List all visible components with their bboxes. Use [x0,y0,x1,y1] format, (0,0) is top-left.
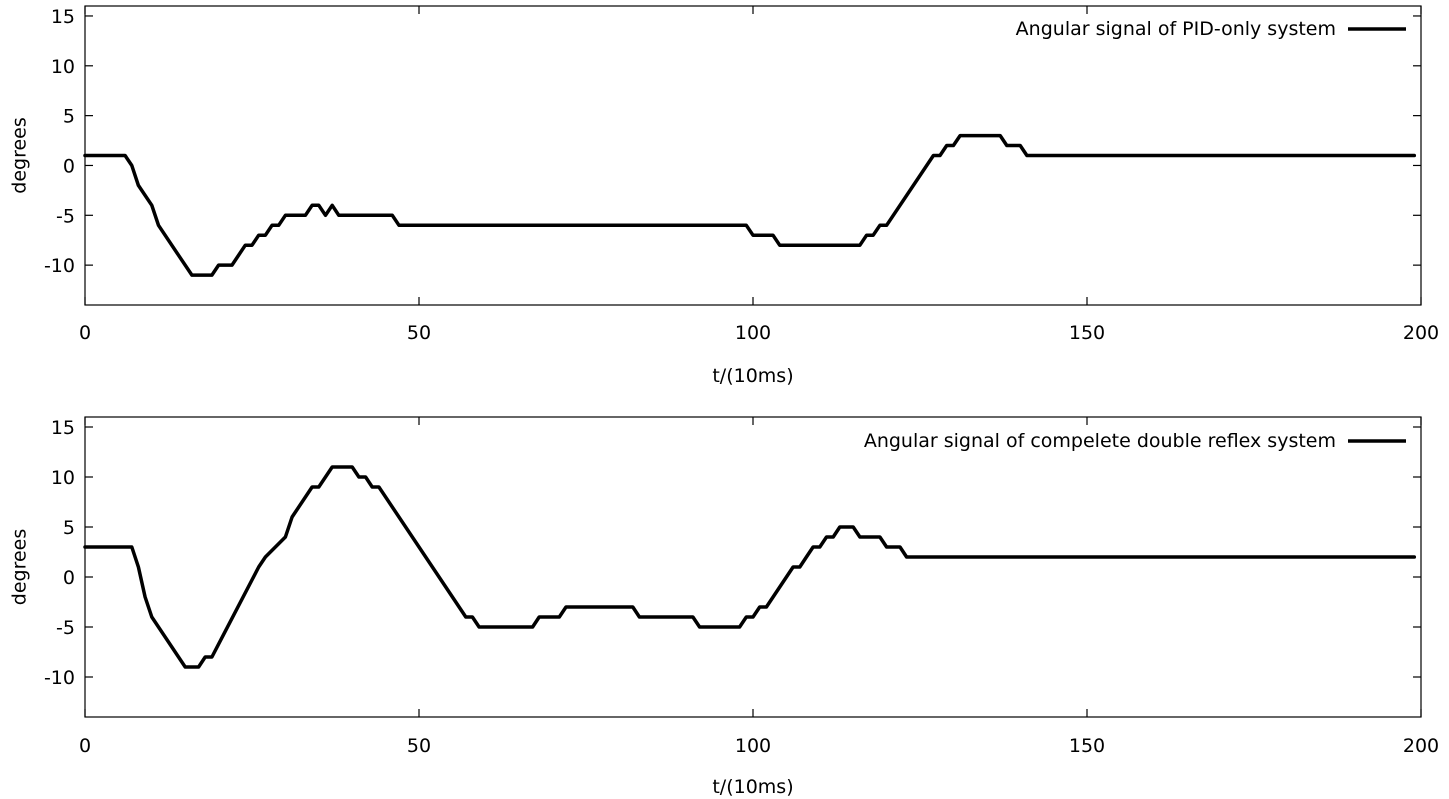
series-line-1 [83,465,1417,669]
x-tick-label: 0 [79,322,91,344]
series-line-1 [83,133,1417,277]
x-tick-label: 200 [1403,322,1439,344]
plot-frame [84,416,1422,718]
legend-label: Angular signal of PID-only system [1016,18,1336,40]
x-tick-label: 100 [735,322,771,344]
y-tick-label: -10 [44,667,75,689]
x-tick-label: 100 [735,735,771,757]
y-tick-label: -5 [56,205,75,227]
y-tick-label: -5 [56,617,75,639]
y-axis-label: degrees [9,117,31,193]
y-tick-label: 5 [63,517,75,539]
x-tick-label: 0 [79,735,91,757]
y-axis-label: degrees [9,529,31,605]
y-tick-label: 15 [51,6,75,28]
x-tick-label: 150 [1069,322,1105,344]
x-tick-label: 200 [1403,735,1439,757]
legend-label: Angular signal of compelete double refle… [864,430,1336,452]
y-tick-label: 10 [51,467,75,489]
y-tick-label: 5 [63,106,75,128]
x-tick-label: 50 [407,735,431,757]
x-axis-label: t/(10ms) [712,365,793,387]
x-axis-label: t/(10ms) [712,776,793,798]
y-tick-label: 0 [63,155,75,177]
y-tick-label: -10 [44,255,75,277]
x-tick-label: 150 [1069,735,1105,757]
y-tick-label: 10 [51,56,75,78]
x-tick-label: 50 [407,322,431,344]
y-tick-label: 0 [63,567,75,589]
y-tick-label: 15 [51,417,75,439]
